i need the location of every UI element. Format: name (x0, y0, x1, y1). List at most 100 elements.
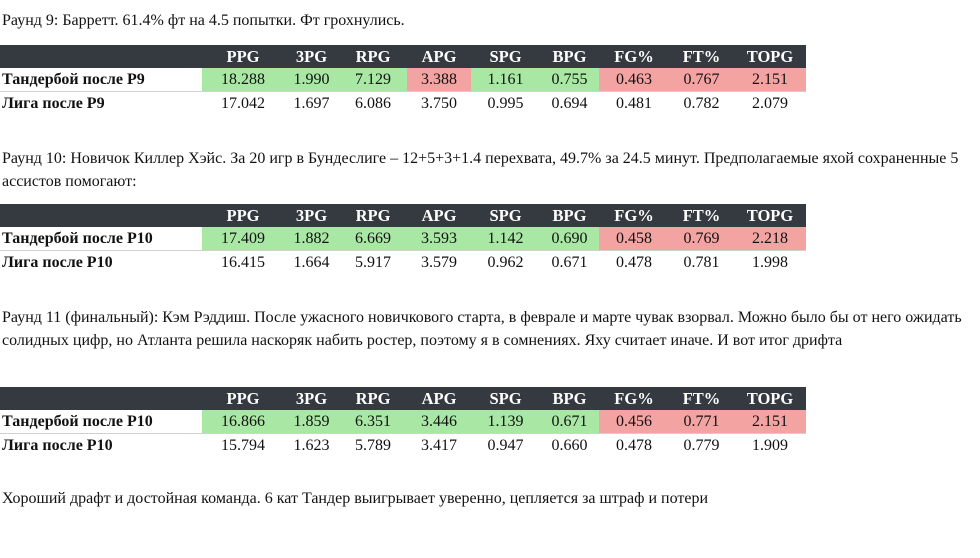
stat-cell: 0.767 (669, 68, 734, 92)
row-label: Лига после Р10 (2, 437, 113, 454)
column-header-topg: TOPG (734, 45, 806, 68)
stat-cell: 0.771 (669, 410, 734, 434)
stat-cell: 0.769 (669, 227, 734, 251)
stat-cell: 0.671 (540, 410, 599, 434)
table-header-row: PPG 3PG RPG APG SPG BPG FG% FT% TOPG (0, 204, 806, 227)
column-header-rpg: RPG (339, 204, 407, 227)
stat-cell: 6.351 (339, 410, 407, 434)
paragraph-round-11: Раунд 11 (финальный): Кэм Рэддиш. После … (2, 309, 962, 349)
column-header-spg: SPG (471, 45, 540, 68)
paragraph-round-9: Раунд 9: Барретт. 61.4% фт на 4.5 попытк… (2, 12, 405, 29)
stat-cell: 17.409 (202, 227, 284, 251)
stat-cell: 0.781 (683, 254, 720, 271)
stat-cell: 3.417 (421, 437, 457, 454)
league-row: Лига после Р10 15.794 1.623 5.789 3.417 … (0, 434, 806, 458)
column-header-apg: APG (407, 204, 471, 227)
stat-cell: 0.694 (551, 95, 588, 112)
column-header-3pg: 3PG (284, 387, 339, 410)
column-header-bpg: BPG (540, 45, 599, 68)
stat-cell: 1.139 (471, 410, 540, 434)
stat-cell: 5.789 (355, 437, 391, 454)
column-header-3pg: 3PG (284, 45, 339, 68)
column-header-topg: TOPG (734, 387, 806, 410)
stat-cell: 1.909 (752, 437, 788, 454)
stat-cell: 2.218 (734, 227, 806, 251)
stat-cell: 0.660 (551, 437, 588, 454)
column-header-bpg: BPG (540, 387, 599, 410)
column-header-ft-pct: FT% (669, 45, 734, 68)
column-header-rpg: RPG (339, 45, 407, 68)
row-label: Тандербой после Р9 (0, 68, 202, 92)
stat-cell: 1.882 (284, 227, 339, 251)
stat-cell: 0.947 (487, 437, 524, 454)
stat-cell: 0.481 (616, 95, 652, 112)
column-header-spg: SPG (471, 204, 540, 227)
team-row: Тандербой после Р10 16.866 1.859 6.351 3… (0, 410, 806, 434)
stat-cell: 0.463 (599, 68, 669, 92)
column-header-fg-pct: FG% (599, 204, 669, 227)
column-header-ft-pct: FT% (669, 204, 734, 227)
row-label: Тандербой после Р10 (0, 227, 202, 251)
row-label: Лига после Р9 (2, 95, 105, 112)
stat-cell: 15.794 (221, 437, 265, 454)
column-header-apg: APG (407, 387, 471, 410)
stat-cell: 0.782 (683, 95, 720, 112)
stat-cell: 6.086 (355, 95, 391, 112)
stat-cell: 3.446 (407, 410, 471, 434)
stat-cell: 0.478 (616, 437, 652, 454)
stat-cell: 3.593 (407, 227, 471, 251)
stat-cell: 6.669 (339, 227, 407, 251)
column-header-rpg: RPG (339, 387, 407, 410)
stat-cell: 2.151 (734, 68, 806, 92)
column-header-fg-pct: FG% (599, 45, 669, 68)
stat-cell: 7.129 (339, 68, 407, 92)
league-row: Лига после Р9 17.042 1.697 6.086 3.750 0… (0, 92, 806, 116)
stat-cell: 3.579 (421, 254, 457, 271)
stat-cell: 16.866 (202, 410, 284, 434)
column-header-ft-pct: FT% (669, 387, 734, 410)
column-header (0, 204, 202, 227)
stat-cell: 0.779 (683, 437, 720, 454)
table-header-row: PPG 3PG RPG APG SPG BPG FG% FT% TOPG (0, 387, 806, 410)
stat-cell: 3.750 (421, 95, 457, 112)
stat-cell: 0.995 (487, 95, 524, 112)
stat-cell: 0.962 (487, 254, 524, 271)
row-label: Лига после Р10 (2, 254, 113, 271)
stats-table-final: PPG 3PG RPG APG SPG BPG FG% FT% TOPG Тан… (0, 387, 806, 457)
column-header-topg: TOPG (734, 204, 806, 227)
column-header-ppg: PPG (202, 204, 284, 227)
stat-cell: 5.917 (355, 254, 391, 271)
column-header-bpg: BPG (540, 204, 599, 227)
column-header (0, 45, 202, 68)
stat-cell: 0.690 (540, 227, 599, 251)
stat-cell: 0.456 (599, 410, 669, 434)
stat-cell: 18.288 (202, 68, 284, 92)
team-row: Тандербой после Р10 17.409 1.882 6.669 3… (0, 227, 806, 251)
stat-cell: 1.142 (471, 227, 540, 251)
stat-cell: 3.388 (407, 68, 471, 92)
row-label: Тандербой после Р10 (0, 410, 202, 434)
stat-cell: 1.697 (293, 95, 330, 112)
column-header-fg-pct: FG% (599, 387, 669, 410)
column-header-3pg: 3PG (284, 204, 339, 227)
team-row: Тандербой после Р9 18.288 1.990 7.129 3.… (0, 68, 806, 92)
stat-cell: 1.990 (284, 68, 339, 92)
stat-cell: 2.151 (734, 410, 806, 434)
stat-cell: 1.859 (284, 410, 339, 434)
paragraph-round-10: Раунд 10: Новичок Киллер Хэйс. За 20 игр… (2, 150, 959, 190)
paragraph-conclusion: Хороший драфт и достойная команда. 6 кат… (2, 490, 709, 507)
table-header-row: PPG 3PG RPG APG SPG BPG FG% FT% TOPG (0, 45, 806, 68)
stat-cell: 0.755 (540, 68, 599, 92)
stats-table-round-10: PPG 3PG RPG APG SPG BPG FG% FT% TOPG Тан… (0, 204, 806, 274)
stat-cell: 2.079 (752, 95, 788, 112)
stat-cell: 0.478 (616, 254, 652, 271)
stat-cell: 16.415 (221, 254, 265, 271)
column-header-spg: SPG (471, 387, 540, 410)
column-header (0, 387, 202, 410)
stat-cell: 1.664 (293, 254, 330, 271)
stat-cell: 1.161 (471, 68, 540, 92)
stats-table-round-9: PPG 3PG RPG APG SPG BPG FG% FT% TOPG Тан… (0, 45, 806, 115)
stat-cell: 0.458 (599, 227, 669, 251)
stat-cell: 0.671 (551, 254, 588, 271)
league-row: Лига после Р10 16.415 1.664 5.917 3.579 … (0, 251, 806, 275)
